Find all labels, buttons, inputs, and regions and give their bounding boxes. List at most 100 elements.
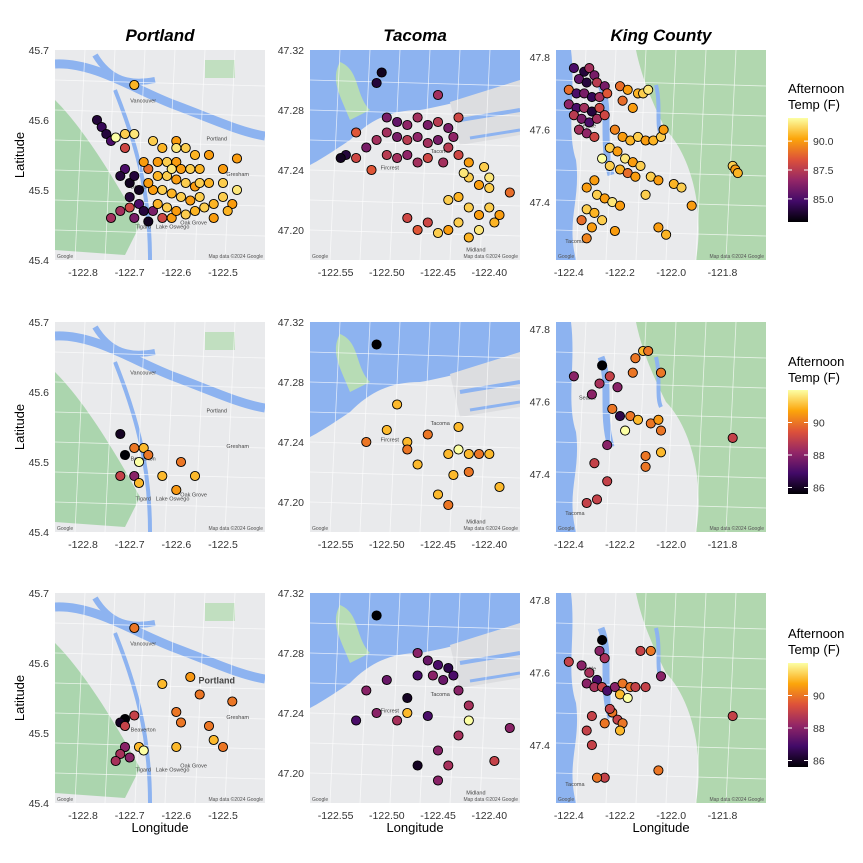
data-point bbox=[589, 131, 600, 142]
map-place-label: Oak Grove bbox=[180, 220, 207, 226]
data-point bbox=[371, 134, 382, 146]
data-point bbox=[371, 610, 382, 621]
road bbox=[605, 50, 617, 260]
data-point bbox=[463, 715, 474, 726]
road bbox=[104, 322, 116, 532]
data-point bbox=[392, 152, 403, 164]
forest-area bbox=[55, 372, 140, 527]
x-tick-label: -122.50 bbox=[369, 810, 405, 822]
data-point bbox=[599, 653, 610, 664]
willamette-river bbox=[113, 89, 152, 260]
data-point bbox=[371, 707, 382, 719]
data-point bbox=[194, 177, 205, 189]
road bbox=[665, 593, 677, 803]
data-point bbox=[604, 703, 615, 714]
road bbox=[605, 322, 617, 532]
column-title-tacoma: Tacoma bbox=[383, 26, 447, 45]
data-point bbox=[217, 191, 229, 203]
road bbox=[134, 50, 146, 260]
data-point bbox=[115, 748, 126, 760]
data-point bbox=[381, 424, 392, 436]
google-watermark: Google bbox=[558, 254, 574, 260]
data-point bbox=[96, 121, 107, 133]
map-data-attribution: Map data ©2024 Google bbox=[463, 796, 518, 803]
data-point bbox=[463, 466, 474, 478]
legend-title: Afternoon bbox=[788, 354, 844, 369]
road bbox=[310, 772, 520, 780]
road bbox=[74, 593, 86, 803]
puget-sound bbox=[556, 593, 578, 803]
map-data-attribution: Map data ©2024 Google bbox=[463, 253, 518, 260]
legend-title: Afternoon bbox=[788, 626, 844, 641]
park-area bbox=[205, 332, 235, 350]
data-point bbox=[185, 195, 196, 206]
data-point bbox=[581, 725, 592, 736]
road bbox=[556, 139, 766, 147]
y-tick-label: 47.32 bbox=[278, 45, 304, 57]
data-point bbox=[563, 656, 574, 667]
y-tick-label: 47.20 bbox=[278, 768, 304, 780]
data-point bbox=[599, 110, 610, 121]
data-point bbox=[432, 659, 444, 671]
data-point bbox=[622, 84, 633, 95]
data-point bbox=[402, 444, 413, 455]
road bbox=[725, 593, 737, 803]
data-point bbox=[217, 741, 229, 753]
data-point bbox=[412, 131, 423, 143]
y-tick-label: 47.28 bbox=[278, 648, 304, 660]
data-point bbox=[576, 215, 587, 226]
data-point bbox=[609, 124, 620, 135]
road bbox=[310, 742, 520, 750]
data-point bbox=[463, 448, 474, 460]
map-place-label: Tigard bbox=[136, 497, 151, 503]
x-tick-label: -122.40 bbox=[471, 810, 507, 822]
map-data-attribution: Map data ©2024 Google bbox=[208, 253, 263, 260]
data-point bbox=[591, 494, 603, 505]
points-tacoma-row-1 bbox=[335, 67, 515, 243]
y-tick-label: 45.4 bbox=[29, 527, 50, 539]
map-place-label: Tacoma bbox=[431, 149, 451, 155]
road bbox=[74, 322, 86, 532]
road bbox=[695, 593, 707, 803]
road bbox=[164, 322, 176, 532]
legend-tick-label: 88 bbox=[813, 450, 825, 462]
data-point bbox=[614, 200, 626, 211]
data-point bbox=[597, 153, 608, 164]
data-point bbox=[584, 667, 595, 678]
y-tick-label: 47.4 bbox=[530, 469, 551, 481]
road bbox=[329, 593, 341, 803]
data-point bbox=[129, 442, 140, 454]
points-portland-row-2 bbox=[115, 428, 201, 496]
data-point bbox=[129, 622, 140, 634]
data-point bbox=[143, 449, 154, 461]
data-point bbox=[175, 456, 187, 468]
road bbox=[665, 50, 677, 260]
road bbox=[635, 593, 647, 803]
data-point bbox=[412, 224, 423, 236]
data-point bbox=[171, 741, 182, 753]
x-tick-label: -122.8 bbox=[68, 539, 98, 551]
road bbox=[556, 351, 766, 359]
x-tick-label: -122.6 bbox=[161, 539, 191, 551]
data-point bbox=[443, 142, 454, 153]
map-data-attribution: Map data ©2024 Google bbox=[709, 253, 764, 260]
data-point bbox=[422, 710, 433, 722]
data-point bbox=[494, 481, 505, 493]
data-point bbox=[217, 163, 229, 175]
data-point bbox=[199, 202, 210, 213]
point-defiance-park bbox=[335, 62, 370, 120]
legend-tick-label: 90 bbox=[813, 691, 825, 703]
data-point bbox=[208, 212, 219, 224]
data-point bbox=[422, 655, 433, 666]
y-tick-label: 45.5 bbox=[29, 185, 50, 197]
map-place-label: Portland bbox=[206, 408, 227, 414]
road bbox=[164, 593, 176, 803]
legend-tick-label: 90 bbox=[813, 418, 825, 430]
y-tick-label: 47.20 bbox=[278, 497, 304, 509]
road bbox=[55, 351, 265, 359]
data-point bbox=[473, 209, 485, 221]
legend-title: Temp (F) bbox=[788, 97, 840, 112]
road bbox=[55, 381, 265, 389]
